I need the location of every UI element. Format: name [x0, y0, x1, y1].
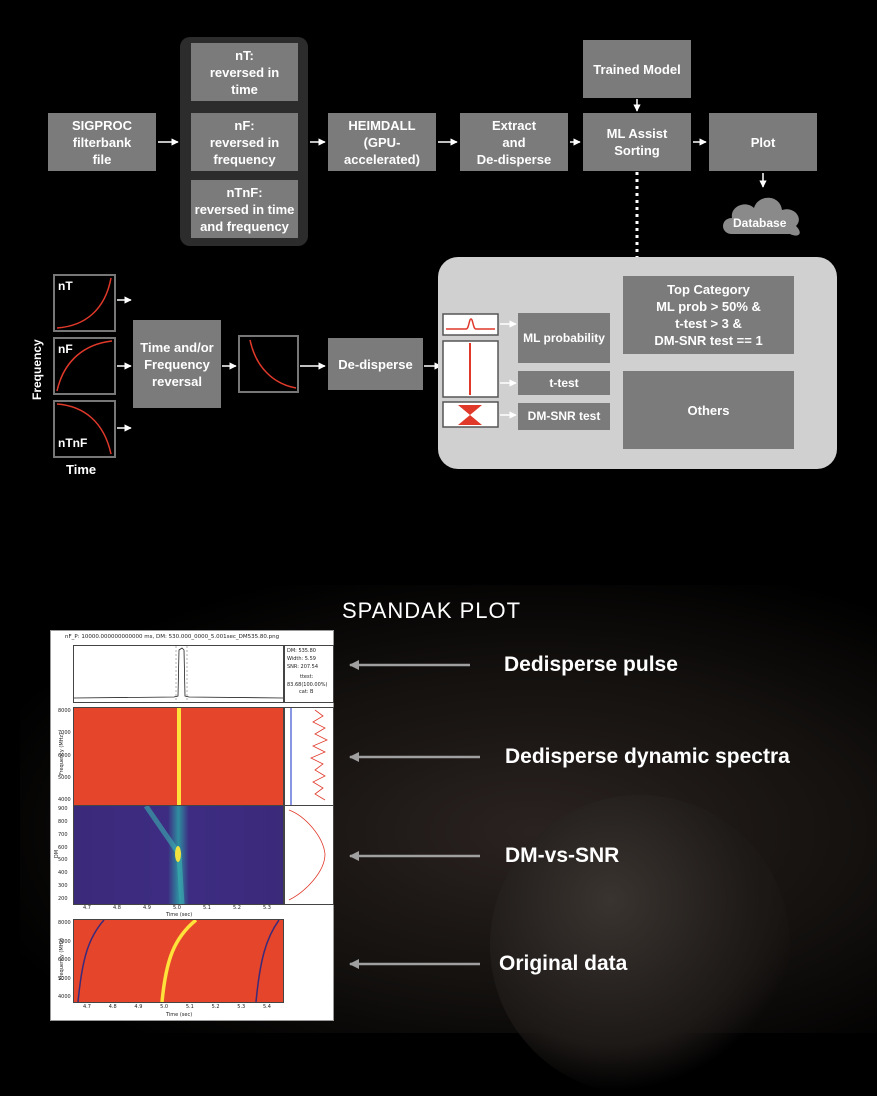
database-label: Database: [733, 216, 787, 230]
x-tick-label: 4.7: [83, 1004, 91, 1010]
dm-time-panel: [73, 804, 284, 905]
y-tick-label: 500: [58, 857, 68, 864]
dm-snr-side-panel: [284, 805, 334, 905]
x-tick-label: 5.3: [263, 905, 271, 911]
x-tick-label: 4.8: [108, 1004, 117, 1010]
trained-model-box: Trained Model: [583, 40, 691, 98]
x-tick-label: 4.7: [83, 905, 91, 911]
info-ttest: ttest:: [300, 674, 314, 680]
extract-box: Extract and De-disperse: [460, 113, 568, 171]
top-xlabel: Time (sec): [166, 912, 193, 918]
annotation-dm-vs-snr: DM-vs-SNR: [505, 844, 620, 867]
y-tick-label: 6000: [58, 957, 71, 963]
annotation-original-data: Original data: [499, 952, 628, 975]
info-dm: DM: 535.80: [287, 648, 316, 654]
bottom-xlabel: Time (sec): [166, 1012, 193, 1018]
y-tick-label: 4000: [58, 994, 71, 1000]
y-tick-label: 5000: [58, 975, 71, 982]
y-tick-label: 900: [58, 806, 68, 812]
y-tick-label: 300: [58, 883, 68, 890]
pulse-curve: [73, 646, 284, 702]
info-ttest-val: 83.68(100.00%): [287, 682, 328, 688]
nF-label: nF: [58, 342, 73, 356]
sigproc-input-box: SIGPROC filterbank file: [48, 113, 156, 171]
y-tick-label: 200: [58, 896, 68, 902]
y-tick-label: 5000: [58, 774, 71, 781]
t-test-box: t-test: [518, 371, 610, 395]
pulse-panel: [73, 645, 284, 703]
y-tick-label: 400: [58, 870, 68, 877]
x-tick-label: 5.1: [185, 1004, 194, 1010]
top-category-box: Top Category ML prob > 50% & t-test > 3 …: [623, 276, 794, 354]
x-tick-label: 4.8: [113, 905, 121, 911]
dedisperse-box: De-disperse: [328, 338, 423, 390]
spandak-title: SPANDAK PLOT: [342, 598, 522, 623]
x-tick-label: 5.2: [211, 1004, 220, 1010]
original-data-panel: [73, 918, 284, 1003]
time-frequency-reversal-box: Time and/or Frequency reversal: [133, 320, 221, 408]
nT-label: nT: [58, 279, 73, 293]
ml-assist-box: ML Assist Sorting: [583, 113, 691, 171]
dm-snr-test-box: DM-SNR test: [518, 403, 610, 430]
plot-title: nF_P: 10000.000000000000 ms, DM: 530.000…: [65, 634, 280, 640]
waterfall-pulse-line: [177, 708, 181, 805]
y-tick-label: 8000: [58, 920, 71, 926]
annotation-dedisperse-pulse: Dedisperse pulse: [504, 653, 678, 676]
x-tick-label: 5.0: [173, 905, 181, 911]
reversal-curves: [53, 274, 442, 458]
nTnF-label: nTnF: [58, 436, 88, 450]
pipeline-arrows: [158, 99, 767, 258]
ml-probability-box: ML probability: [518, 313, 610, 363]
spectrum-side-panel: [284, 707, 334, 806]
y-tick-label: 800: [58, 818, 68, 825]
test-icons: [442, 313, 517, 428]
planet-backdrop: [490, 795, 790, 1095]
x-tick-label: 5.3: [237, 1004, 246, 1010]
x-tick-label: 4.9: [134, 1004, 143, 1010]
database-cloud-icon: [723, 197, 800, 236]
x-tick-label: 5.4: [263, 1004, 271, 1010]
y-tick-label: 7000: [58, 938, 71, 945]
y-tick-label: 8000: [58, 708, 71, 714]
info-cat: cat: B: [299, 689, 314, 695]
time-axis-label: Time: [66, 462, 97, 477]
x-tick-label: 5.2: [233, 905, 241, 911]
others-box: Others: [623, 371, 794, 449]
info-width: Width: 5.59: [287, 656, 316, 662]
nF-box: nF: reversed in frequency: [191, 113, 298, 171]
plot-box: Plot: [709, 113, 817, 171]
heimdall-box: HEIMDALL (GPU- accelerated): [328, 113, 436, 171]
x-tick-label: 5.0: [160, 1004, 169, 1010]
y-tick-label: 600: [58, 844, 68, 851]
annotation-dynamic-spectra: Dedisperse dynamic spectra: [505, 745, 790, 768]
info-snr: SNR: 207.54: [287, 664, 319, 670]
spandak-plot-image: nF_P: 10000.000000000000 ms, DM: 530.000…: [50, 630, 334, 1021]
nTnF-box: nTnF: reversed in time and frequency: [191, 180, 298, 238]
y-tick-label: 4000: [58, 797, 71, 803]
x-tick-label: 5.1: [203, 905, 211, 911]
info-panel: DM: 535.80 Width: 5.59 SNR: 207.54 ttest…: [284, 645, 334, 703]
y-tick-label: 7000: [58, 730, 71, 737]
x-tick-label: 4.9: [143, 905, 151, 911]
nT-box: nT: reversed in time: [191, 43, 298, 101]
y-tick-label: 6000: [58, 752, 71, 759]
y-tick-label: 700: [58, 831, 68, 838]
